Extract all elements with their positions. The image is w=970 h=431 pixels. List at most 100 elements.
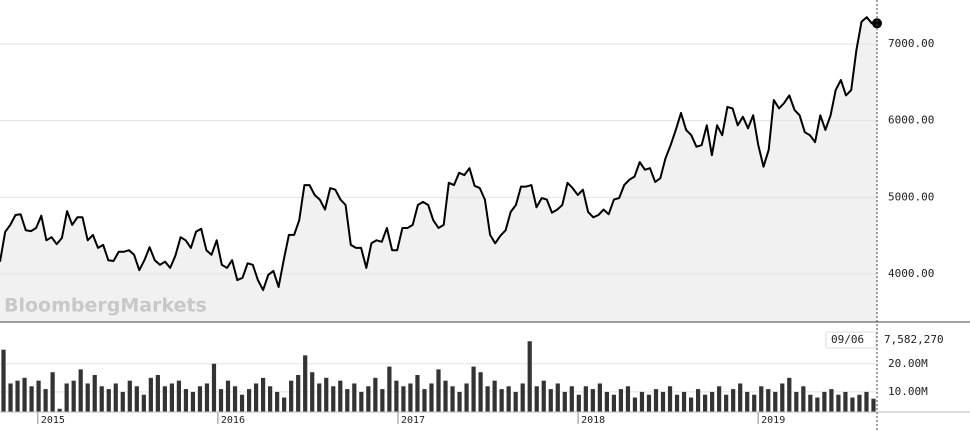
price-line [0, 16, 877, 292]
volume-bar [464, 383, 469, 412]
x-tick-label: 2019 [761, 415, 785, 426]
readout-date: 09/06 [831, 333, 864, 346]
volume-bar [787, 377, 792, 412]
volume-bar [583, 386, 588, 412]
volume-bar [443, 380, 448, 412]
volume-bar [646, 394, 652, 412]
volume-bar [478, 372, 483, 412]
volume-bar [604, 391, 609, 412]
volume-bar [310, 372, 315, 412]
volume-bar [303, 355, 308, 412]
last-point [872, 18, 882, 29]
volume-bar [296, 375, 301, 412]
y-tick-label: 7000.00 [888, 37, 934, 50]
volume-bar [520, 383, 525, 412]
volume-bar [710, 391, 715, 412]
volume-bar [471, 366, 476, 412]
volume-bar [864, 391, 869, 412]
volume-bar [204, 383, 210, 412]
volume-bar [359, 391, 364, 412]
volume-bar [752, 394, 757, 412]
volume-bar [759, 386, 764, 412]
volume-bar [141, 394, 146, 412]
x-tick-label: 2017 [401, 415, 425, 426]
volume-bar [534, 386, 539, 412]
volume-bar [618, 389, 624, 412]
volume-bar [387, 366, 392, 412]
volume-bar [1, 349, 6, 412]
volume-bar [197, 386, 203, 412]
y-tick-label: 4000.00 [888, 267, 934, 280]
readout-value: 7,582,270 [884, 333, 944, 346]
volume-bar [275, 391, 280, 412]
volume-bar [450, 386, 455, 412]
volume-bar [268, 386, 273, 412]
volume-bar [253, 383, 259, 412]
volume-bar [794, 391, 799, 412]
volume-bar [183, 389, 189, 412]
volume-bar [401, 386, 406, 412]
volume-bar [422, 389, 427, 412]
volume-bar [282, 397, 287, 412]
volume-bar [527, 341, 532, 412]
volume-bar [289, 380, 294, 412]
volume-bar [22, 377, 27, 412]
volume-bar [738, 383, 743, 412]
volume-bar [745, 391, 750, 412]
volume-bar [815, 397, 820, 412]
volume-bar [190, 391, 196, 412]
volume-bar [611, 394, 617, 412]
volume-bar [681, 391, 687, 412]
volume-bar [331, 386, 336, 412]
volume-bar [632, 397, 638, 412]
x-tick-label: 2018 [581, 415, 605, 426]
volume-bar [541, 380, 546, 412]
volume-bar [625, 386, 631, 412]
volume-bar [352, 383, 357, 412]
volume-bar [836, 394, 841, 412]
price-area [0, 17, 877, 322]
volume-bar [660, 391, 666, 412]
readout-box [825, 331, 877, 349]
volume-bar [239, 394, 245, 412]
volume-bar [246, 389, 252, 412]
volume-bar [724, 394, 729, 412]
volume-bar [218, 389, 224, 412]
volume-bar [703, 394, 708, 412]
volume-bar [773, 391, 778, 412]
volume-bar [492, 380, 497, 412]
watermark: BloombergMarkets [4, 295, 207, 317]
y-tick-label: 10.00M [888, 385, 928, 398]
volume-bar [338, 380, 343, 412]
volume-bar [8, 383, 13, 412]
volume-bar [169, 383, 174, 412]
volume-bar [485, 386, 490, 412]
volume-bar [822, 391, 827, 412]
volume-bar [92, 375, 97, 412]
volume-bar [345, 389, 350, 412]
volume-bar [394, 380, 399, 412]
volume-bar [36, 380, 41, 412]
volume-bar [260, 377, 266, 412]
volume-bar [695, 389, 701, 412]
volume-bar [99, 386, 104, 412]
volume-bar [590, 389, 595, 412]
volume-bar [780, 383, 785, 412]
volume-bar [717, 386, 722, 412]
volume-bar [162, 386, 167, 412]
volume-bar [43, 389, 48, 412]
volume-bar [225, 380, 231, 412]
volume-bar [569, 386, 574, 412]
volume-bar [380, 389, 385, 412]
volume-bar [120, 391, 125, 412]
volume-bar [232, 386, 238, 412]
volume-bar [731, 389, 736, 412]
volume-bar [127, 380, 132, 412]
volume-bar [211, 363, 217, 412]
volume-bar [639, 391, 645, 412]
volume-bar [555, 383, 560, 412]
volume-bar [366, 386, 371, 412]
volume-bar [317, 383, 322, 412]
volume-bar [71, 380, 76, 412]
volume-bar [148, 377, 153, 412]
